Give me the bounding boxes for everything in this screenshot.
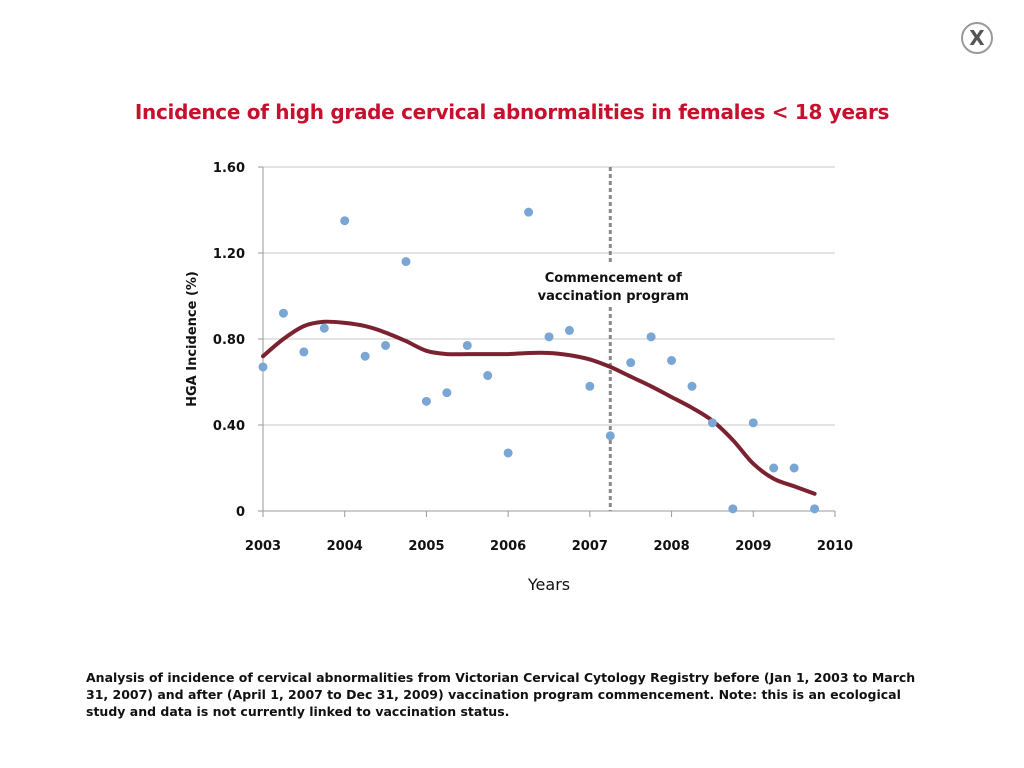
data-point [503, 448, 513, 458]
data-point [646, 332, 656, 342]
y-tick-label: 0.80 [213, 333, 245, 348]
data-point [605, 431, 615, 441]
trend-line [261, 319, 817, 496]
data-point [524, 207, 534, 217]
x-tick-label: 2005 [408, 539, 444, 554]
chart: 0 0.40 0.80 1.20 1.60 2003 2004 2005 2006 2007 200… [185, 161, 853, 594]
y-tick-label: 1.20 [213, 247, 245, 262]
data-point [483, 371, 493, 381]
x-tick-label: 2007 [572, 539, 608, 554]
data-point [564, 325, 574, 335]
data-point [258, 362, 268, 372]
data-point [462, 340, 472, 350]
data-point [319, 323, 329, 333]
data-point [544, 332, 554, 342]
y-tick-label: 0.40 [213, 419, 245, 434]
x-tick-label: 2004 [327, 539, 363, 554]
close-button[interactable]: X [961, 22, 993, 54]
x-tick-label: 2009 [735, 539, 771, 554]
footnote: Analysis of incidence of cervical abnorm… [86, 670, 916, 719]
x-tick-label: 2010 [817, 539, 853, 554]
data-point [381, 340, 391, 350]
data-point [401, 257, 411, 267]
annotation-background [540, 264, 681, 306]
chart-title: Incidence of high grade cervical abnorma… [134, 100, 890, 124]
x-tick-label: 2003 [245, 539, 281, 554]
data-point [585, 381, 595, 391]
data-point [728, 504, 738, 514]
data-point [789, 463, 799, 473]
y-tick-label: 1.60 [213, 161, 245, 176]
data-point [707, 418, 717, 428]
annotation-line-2: vaccination program [538, 289, 689, 304]
x-tick-label: 2006 [490, 539, 526, 554]
data-point [687, 381, 697, 391]
y-axis-label: HGA Incidence (%) [185, 271, 200, 407]
data-point [340, 216, 350, 226]
data-point [667, 356, 677, 365]
close-icon: X [969, 26, 985, 50]
annotation-line-1: Commencement of [545, 271, 682, 286]
data-point [299, 347, 309, 357]
data-point [626, 358, 636, 368]
data-point [769, 463, 779, 473]
x-axis-label: Years [527, 575, 570, 594]
data-point [360, 351, 370, 361]
data-point [442, 388, 452, 398]
x-tick-label: 2008 [653, 539, 689, 554]
y-tick-label: 0 [236, 505, 245, 520]
data-point [748, 418, 758, 428]
data-point [278, 308, 288, 318]
data-point [421, 396, 431, 406]
data-point [810, 504, 820, 514]
